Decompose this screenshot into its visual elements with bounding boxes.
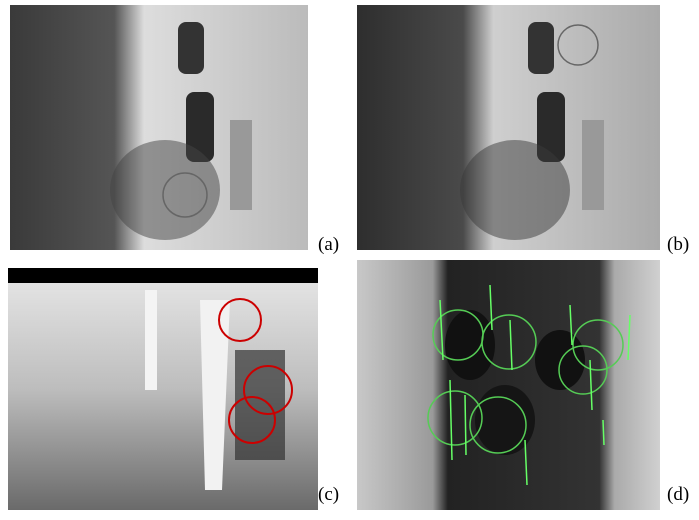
panel-label: (c) [318,484,339,505]
panel-b: (b) [357,5,689,255]
page: (a) (b) (c) [0,0,699,515]
car [528,22,554,74]
panel-label: (d) [667,484,689,505]
crowd [110,140,220,240]
panel-c: (c) [8,268,339,510]
panel-a: (a) [10,5,339,255]
panel-label: (b) [667,234,689,255]
person [445,310,495,380]
kiosk [230,120,252,210]
panel-d: (d) [357,260,689,510]
kiosk [582,120,604,210]
figure: (a) (b) (c) [0,0,699,515]
black-bar [8,268,318,283]
car [178,22,204,74]
pillar [145,290,157,390]
crowd [460,140,570,240]
panel-label: (a) [318,234,339,255]
image [357,260,660,510]
